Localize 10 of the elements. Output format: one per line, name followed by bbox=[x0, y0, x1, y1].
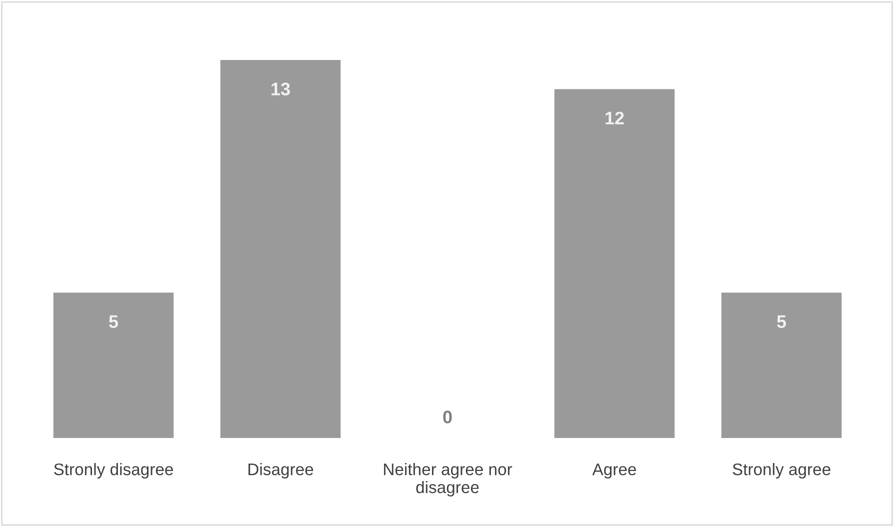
x-tick-label: Neither agree nor disagree bbox=[384, 463, 512, 496]
x-tick-label: Agree bbox=[592, 464, 636, 479]
x-tick-label: Disagree bbox=[248, 463, 314, 479]
data-label: 5 bbox=[109, 315, 118, 328]
data-label: 0 bbox=[443, 410, 452, 424]
x-tick-label: Stronly disagree bbox=[54, 463, 173, 479]
data-label: 12 bbox=[606, 112, 624, 124]
data-label: 5 bbox=[777, 315, 786, 328]
x-tick-label: Stronly agree bbox=[732, 463, 830, 479]
data-label: 13 bbox=[272, 82, 290, 96]
